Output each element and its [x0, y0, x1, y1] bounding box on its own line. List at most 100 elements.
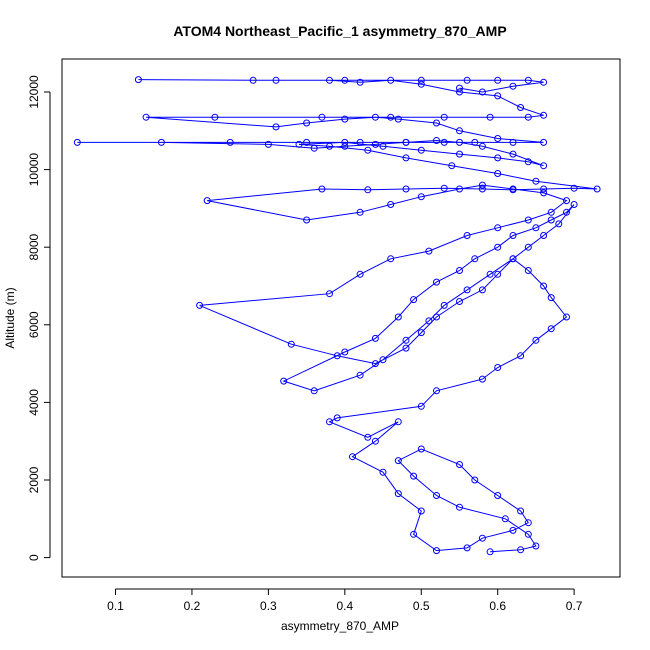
data-point [394, 313, 402, 321]
data-point [341, 76, 349, 84]
data-point [402, 185, 410, 193]
data-point [563, 197, 570, 205]
series-line [77, 79, 598, 553]
y-tick-label: 2000 [27, 466, 41, 493]
data-point [310, 144, 318, 152]
data-point [402, 154, 410, 162]
data-point [540, 282, 548, 290]
data-point [417, 402, 425, 410]
data-point [456, 461, 463, 468]
data-point [478, 142, 486, 150]
data-point [486, 548, 494, 556]
data-point [211, 113, 219, 121]
data-point [486, 113, 494, 121]
data-point [379, 142, 387, 150]
data-point [402, 344, 410, 352]
data-point [540, 138, 548, 146]
data-point [134, 76, 142, 84]
data-point [494, 270, 502, 278]
data-point [540, 162, 548, 170]
data-point [440, 138, 448, 146]
data-point [570, 184, 578, 192]
data-point [448, 162, 456, 170]
data-point [333, 352, 341, 360]
data-point [524, 158, 532, 166]
data-point [563, 208, 570, 216]
data-point [494, 492, 502, 499]
data-point [433, 313, 440, 321]
data-point [318, 113, 326, 121]
data-point [532, 177, 540, 185]
data-point [433, 278, 440, 286]
data-point [478, 181, 486, 189]
data-point [456, 298, 463, 305]
data-point [463, 286, 471, 294]
data-point [524, 519, 532, 527]
data-point [333, 414, 341, 422]
data-point [532, 336, 540, 344]
data-point [547, 216, 555, 224]
data-point [356, 138, 364, 146]
data-point [295, 140, 303, 148]
data-point [272, 76, 280, 84]
data-point [394, 418, 402, 426]
data-point [387, 255, 395, 263]
data-point [394, 115, 402, 123]
data-point [371, 437, 379, 445]
data-point [417, 445, 425, 453]
data-point [494, 76, 502, 84]
data-point [494, 364, 502, 371]
data-point [410, 472, 418, 480]
data-point [517, 507, 525, 515]
x-tick-label: 0.5 [413, 599, 430, 613]
data-point [326, 142, 333, 150]
data-point [417, 80, 425, 88]
data-point [478, 286, 486, 294]
data-point [547, 208, 555, 216]
data-point [287, 340, 295, 348]
data-point [142, 113, 150, 121]
data-point [417, 76, 425, 84]
series-group [73, 76, 601, 556]
data-point [540, 185, 548, 193]
data-point [303, 216, 311, 224]
data-point [478, 88, 486, 96]
data-point [486, 270, 494, 278]
data-point [364, 433, 372, 441]
data-point [73, 138, 81, 146]
data-point [517, 352, 525, 360]
data-point [524, 113, 532, 121]
data-point [509, 255, 517, 263]
data-point [570, 201, 578, 208]
data-point [433, 137, 440, 144]
data-point [509, 232, 517, 239]
data-point [303, 138, 311, 146]
data-point [547, 294, 555, 302]
data-point [272, 123, 280, 131]
data-point [440, 301, 448, 309]
y-tick-label: 10000 [27, 153, 41, 187]
data-point [326, 418, 333, 426]
data-point [356, 270, 364, 278]
data-point [494, 243, 502, 251]
data-point [341, 115, 349, 123]
data-point [593, 185, 601, 193]
data-point [563, 313, 570, 321]
data-point [471, 476, 479, 484]
data-point [456, 503, 463, 511]
data-point [318, 185, 326, 193]
y-tick-label: 12000 [27, 75, 41, 109]
data-point [433, 119, 440, 127]
x-tick-label: 0.3 [260, 599, 277, 613]
data-point [540, 189, 548, 197]
data-point [540, 78, 548, 86]
data-point [425, 317, 433, 325]
y-tick-label: 0 [27, 554, 41, 561]
data-point [379, 356, 387, 364]
data-point [463, 232, 471, 239]
data-point [349, 453, 356, 461]
data-point [478, 375, 486, 383]
data-point [249, 76, 257, 84]
data-point [394, 457, 402, 465]
